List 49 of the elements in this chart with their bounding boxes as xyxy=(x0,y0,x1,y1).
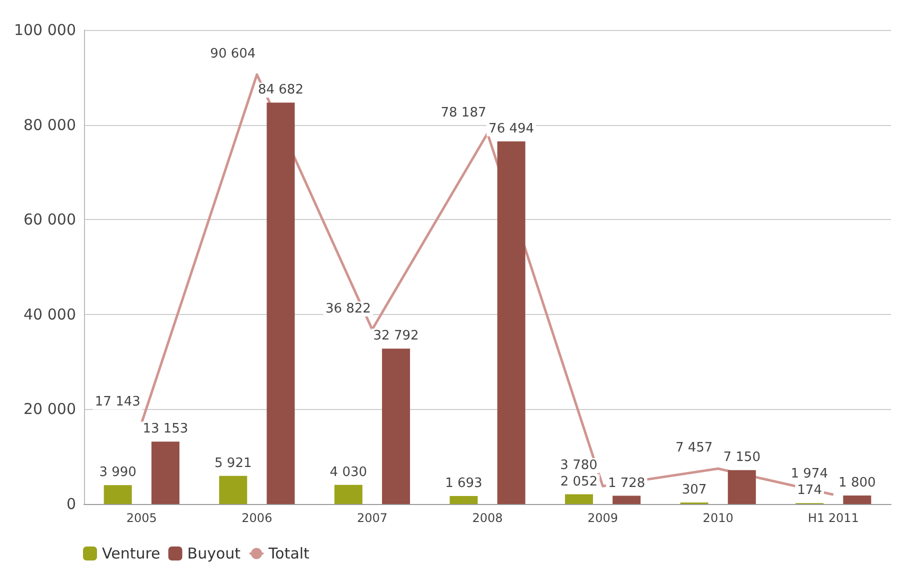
bar xyxy=(564,494,593,504)
data-label: 76 494 xyxy=(488,121,534,136)
data-label: 1 728 xyxy=(608,476,646,491)
legend-label: Buyout xyxy=(187,544,241,562)
bar xyxy=(266,102,295,504)
data-label: 3 990 xyxy=(99,465,136,480)
bar xyxy=(843,495,872,504)
y-tick-label: 60 000 xyxy=(24,210,76,229)
data-label: 90 604 xyxy=(210,46,256,62)
legend-label: Totalt xyxy=(268,544,310,562)
data-label: 4 030 xyxy=(330,464,368,480)
data-label: 1 974 xyxy=(790,466,828,482)
bar xyxy=(104,485,132,504)
x-tick-label: 2008 xyxy=(472,511,503,525)
bar xyxy=(612,496,641,504)
y-tick-label: 0 xyxy=(66,495,76,513)
y-tick-label: 100 000 xyxy=(14,21,76,39)
data-label: 32 792 xyxy=(373,328,419,344)
x-tick-label: 2009 xyxy=(588,511,618,525)
data-label: 2 052 xyxy=(560,474,598,490)
bar xyxy=(219,476,248,504)
data-label: 78 187 xyxy=(440,105,486,120)
x-tick-label: 2007 xyxy=(356,511,388,525)
data-label: 84 682 xyxy=(258,82,304,98)
y-tick-label: 80 000 xyxy=(24,116,76,134)
x-tick-label: 2010 xyxy=(702,511,734,525)
data-label: 17 143 xyxy=(94,394,140,410)
data-label: 1 693 xyxy=(445,476,482,491)
bar xyxy=(728,470,756,504)
bar xyxy=(382,348,410,504)
y-tick-label: 40 000 xyxy=(24,305,76,324)
data-label: 7 457 xyxy=(675,440,713,456)
bar xyxy=(497,141,526,504)
x-tick-label: H1 2011 xyxy=(808,511,859,525)
data-label: 174 xyxy=(797,483,822,498)
data-label: 307 xyxy=(682,482,707,498)
x-tick-label: 2006 xyxy=(242,511,272,525)
data-label: 3 780 xyxy=(560,458,598,474)
data-label: 7 150 xyxy=(723,450,760,466)
y-tick-label: 20 000 xyxy=(24,400,76,418)
x-tick-label: 2005 xyxy=(126,511,157,525)
data-label: 13 153 xyxy=(142,422,188,437)
legend-label: Venture xyxy=(102,544,160,562)
data-label: 1 800 xyxy=(838,475,876,490)
data-label: 36 822 xyxy=(325,301,371,316)
bar xyxy=(334,484,362,504)
data-label: 5 921 xyxy=(214,456,252,471)
bar xyxy=(151,442,180,504)
bar xyxy=(450,496,478,504)
